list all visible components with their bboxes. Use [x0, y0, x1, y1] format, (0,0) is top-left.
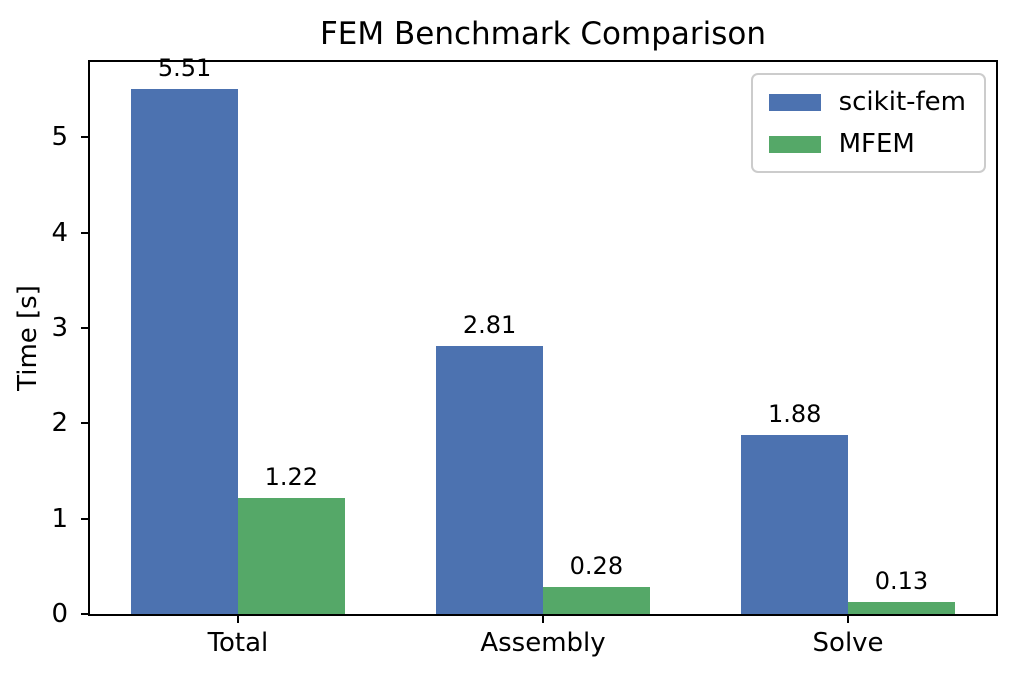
- legend-label: scikit-fem: [838, 87, 966, 117]
- legend-entry-mfem: MFEM: [768, 129, 966, 159]
- bar-mfem-assembly: [543, 587, 650, 614]
- bar-scikit-fem-solve: [741, 434, 849, 614]
- y-tick-label: 1: [51, 503, 68, 534]
- legend-entry-scikit-fem: scikit-fem: [768, 87, 966, 117]
- y-tick-mark: [81, 422, 88, 425]
- bar-mfem-solve: [848, 601, 955, 614]
- x-tick-label-solve: Solve: [812, 628, 884, 658]
- y-tick-label: 4: [51, 217, 68, 248]
- legend-swatch: [768, 93, 821, 111]
- y-tick-mark: [81, 613, 88, 615]
- x-tick-label-total: Total: [207, 628, 269, 658]
- x-tick-label-assembly: Assembly: [480, 628, 606, 658]
- legend-swatch: [768, 135, 821, 153]
- y-tick-mark: [81, 326, 88, 329]
- y-tick-mark: [81, 517, 88, 520]
- chart-title: FEM Benchmark Comparison: [319, 16, 767, 52]
- bar-scikit-fem-assembly: [436, 346, 543, 614]
- bar-mfem-total: [237, 497, 345, 614]
- y-tick-label: 3: [51, 312, 68, 343]
- bar-scikit-fem-total: [131, 88, 238, 614]
- y-tick-label: 5: [51, 122, 68, 153]
- legend-label: MFEM: [838, 129, 915, 159]
- plot-area: 0 1 2 3 4 5 5.51 2.81 1.88 1.22 0.28 0.13 Total Ass…: [51, 54, 998, 658]
- y-tick-mark: [81, 231, 88, 234]
- bar-value-label: 5.51: [157, 53, 212, 82]
- x-tick-mark: [542, 616, 544, 623]
- bar-value-label: 1.22: [264, 462, 319, 491]
- bar-value-label: 2.81: [462, 311, 517, 340]
- legend: scikit-fem MFEM: [750, 73, 986, 173]
- y-tick-label: 0: [51, 599, 68, 629]
- bar-value-label: 1.88: [767, 399, 822, 428]
- bar-value-label: 0.13: [874, 566, 929, 595]
- y-tick-label: 2: [51, 408, 68, 439]
- x-tick-mark: [847, 616, 850, 623]
- bar-value-label: 0.28: [569, 552, 624, 581]
- x-tick-mark: [236, 616, 239, 623]
- y-tick-mark: [81, 136, 88, 139]
